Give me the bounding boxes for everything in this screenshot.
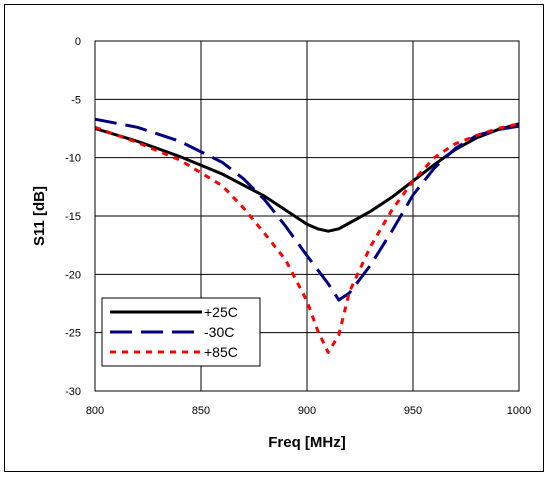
series-line--30C xyxy=(94,117,520,302)
x-tick-label: 900 xyxy=(298,405,316,417)
y-tick-label: -30 xyxy=(65,386,81,398)
x-tick-label: 1000 xyxy=(507,405,531,417)
legend-label: +25C xyxy=(204,304,238,320)
series-lines xyxy=(94,117,520,354)
y-tick-label: -25 xyxy=(65,328,81,340)
x-tick-label: 800 xyxy=(86,405,104,417)
x-tick-label: 850 xyxy=(192,405,210,417)
y-tick-labels: 0 -5 -10 -15 -20 -25 -30 xyxy=(65,36,81,398)
y-tick-label: 0 xyxy=(75,36,81,48)
series-line-+85C xyxy=(94,122,520,354)
y-tick-label: -15 xyxy=(65,211,81,223)
y-axis-title: S11 [dB] xyxy=(31,186,48,246)
y-tick-label: -10 xyxy=(65,153,81,165)
plot-border xyxy=(94,40,520,392)
legend-label: -30C xyxy=(204,324,234,340)
x-tick-labels: 800 850 900 950 1000 xyxy=(86,405,531,417)
y-tick-label: -20 xyxy=(65,269,81,281)
legend: +25C -30C +85C xyxy=(101,297,261,367)
x-tick-label: 950 xyxy=(404,405,422,417)
legend-label: +85C xyxy=(204,344,238,360)
y-tick-label: -5 xyxy=(71,94,81,106)
x-axis-title: Freq [MHz] xyxy=(268,434,346,451)
